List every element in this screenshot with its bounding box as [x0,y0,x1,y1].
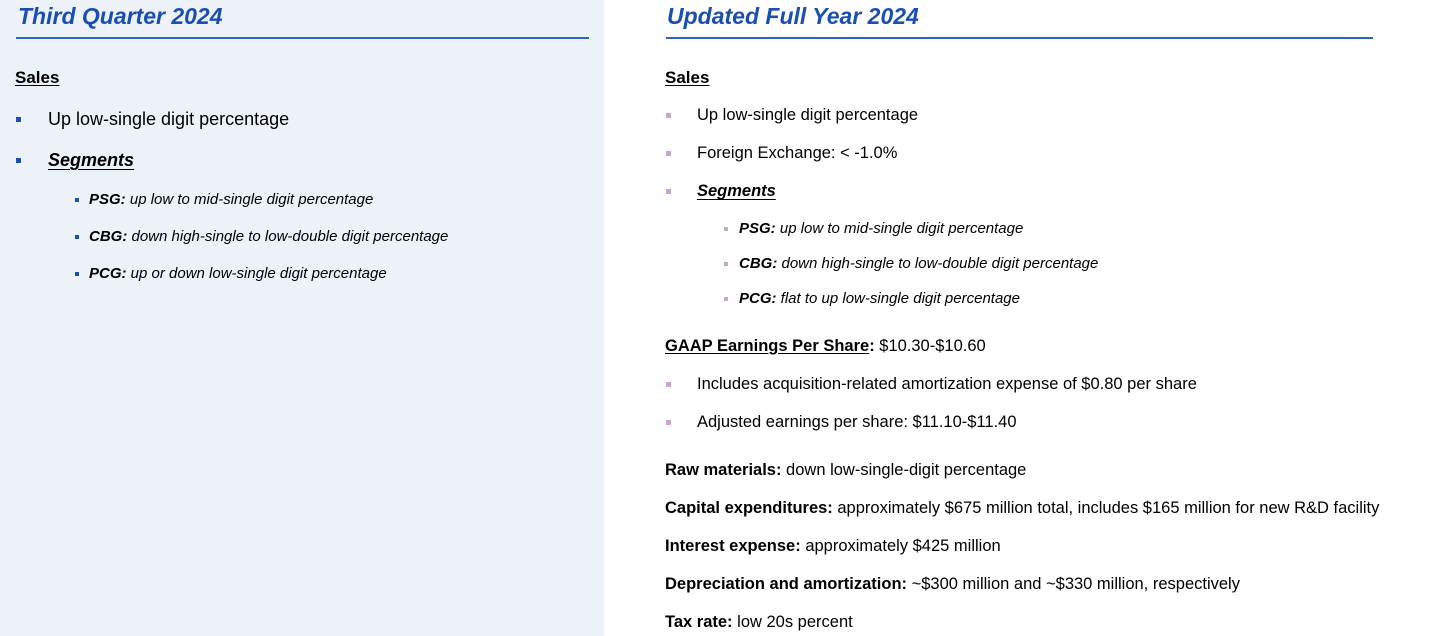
bullet-icon [16,158,21,163]
segment-cbg: CBG: down high-single to low-double digi… [739,255,1099,272]
segment-cbg: CBG: down high-single to low-double digi… [89,228,449,245]
bullet-icon [16,117,21,122]
raw-materials-line: Raw materials: down low-single-digit per… [665,461,1027,479]
sales-heading: Sales [665,68,710,87]
interest-expense-line: Interest expense: approximately $425 mil… [665,537,1001,555]
title-divider [666,37,1373,39]
tax-rate-line: Tax rate: low 20s percent [665,613,853,631]
gaap-eps-line: GAAP Earnings Per Share: $10.30-$10.60 [665,337,986,355]
sub-bullet-icon [724,262,728,266]
panel-title: Updated Full Year 2024 [667,3,919,29]
segments-label: Segments [697,182,776,200]
sales-heading: Sales [15,68,60,87]
amortization-bullet: Includes acquisition-related amortizatio… [697,375,1197,393]
bullet-icon [666,151,671,156]
bullet-icon [666,189,671,194]
sub-bullet-icon [724,297,728,301]
third-quarter-panel: Third Quarter 2024 Sales Up low-single d… [0,0,604,636]
segments-label: Segments [48,150,135,170]
segment-psg: PSG: up low to mid-single digit percenta… [89,191,374,208]
sub-bullet-icon [724,227,728,231]
depreciation-line: Depreciation and amortization: ~$300 mil… [665,575,1240,593]
sub-bullet-icon [75,272,79,276]
segment-pcg: PCG: up or down low-single digit percent… [89,265,387,282]
gaap-eps-label: GAAP Earnings Per Share [665,337,870,355]
sub-bullet-icon [75,198,79,202]
gaap-eps-value: $10.30-$10.60 [874,337,986,355]
panel-title: Third Quarter 2024 [18,3,223,29]
bullet-icon [666,420,671,425]
sub-bullet-icon [75,235,79,239]
sales-bullet: Up low-single digit percentage [48,109,290,129]
full-year-panel: Updated Full Year 2024 Sales Up low-sing… [604,0,1448,636]
bullet-icon [666,113,671,118]
title-divider [16,37,589,39]
adjusted-eps-bullet: Adjusted earnings per share: $11.10-$11.… [697,413,1017,431]
fx-bullet: Foreign Exchange: < -1.0% [697,144,898,162]
segment-psg: PSG: up low to mid-single digit percenta… [739,220,1024,237]
sales-bullet: Up low-single digit percentage [697,106,919,124]
capex-line: Capital expenditures: approximately $675… [665,499,1380,517]
bullet-icon [666,382,671,387]
segment-pcg: PCG: flat to up low-single digit percent… [739,290,1020,307]
